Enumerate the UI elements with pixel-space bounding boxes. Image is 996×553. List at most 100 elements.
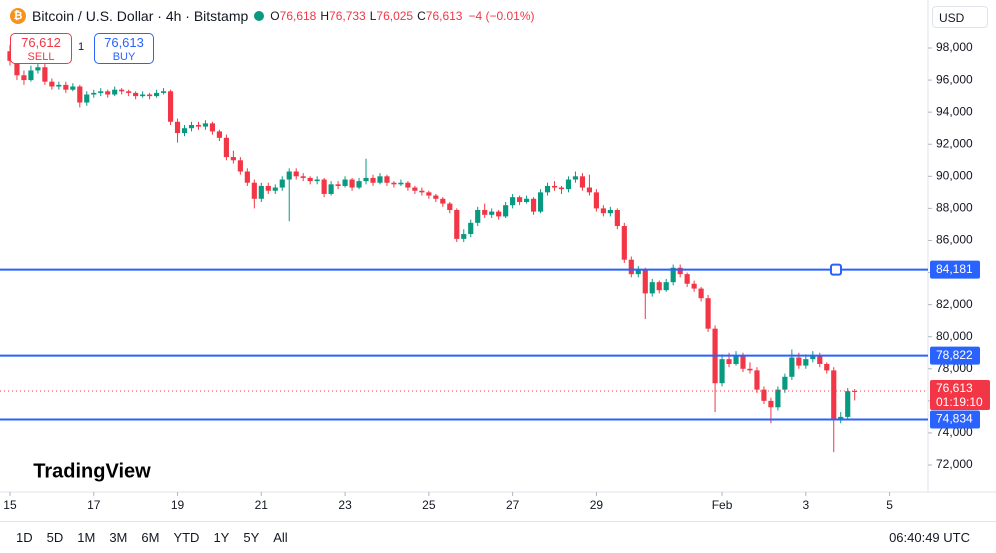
ohlc-value: 76,733 xyxy=(329,9,366,23)
candle-body xyxy=(614,209,620,227)
candle-body xyxy=(56,84,62,87)
timeframe[interactable]: All xyxy=(273,530,288,545)
candle-body xyxy=(824,363,830,371)
hline-label: 78,822 xyxy=(936,348,973,362)
candle-body xyxy=(705,298,711,329)
candle-body xyxy=(852,390,858,392)
candle-body xyxy=(188,124,195,129)
candle-body xyxy=(209,123,216,132)
candle-body xyxy=(391,182,397,185)
candle-body xyxy=(593,192,599,209)
timeframes: 1D 5D 1M 3M 6M YTD 1Y 5Y All xyxy=(0,530,288,545)
timeframe[interactable]: 1M xyxy=(77,530,96,545)
candle-body xyxy=(342,179,348,186)
candle-body xyxy=(160,91,167,93)
coin-icon: ₿ xyxy=(10,8,26,24)
candle-body xyxy=(754,370,760,390)
header: ₿ Bitcoin / U.S. Dollar · 4h · Bitstamp … xyxy=(10,8,535,24)
y-tick-label: 94,000 xyxy=(936,104,973,118)
x-tick-label: 27 xyxy=(506,498,520,512)
candle-body xyxy=(181,128,188,134)
candle-body xyxy=(768,400,774,408)
candle-body xyxy=(551,185,558,188)
candle-body xyxy=(831,370,837,421)
candle-body xyxy=(530,198,537,212)
candle-body xyxy=(740,355,746,369)
sell-button[interactable]: 76,612 SELL xyxy=(10,33,72,64)
candle-body xyxy=(628,259,634,275)
buy-label: BUY xyxy=(112,51,136,63)
candle-body xyxy=(119,89,125,92)
x-tick-label: 5 xyxy=(886,498,893,512)
ohlc-value: 76,618 xyxy=(279,9,317,23)
candle-body xyxy=(635,269,641,275)
candle-body xyxy=(286,171,292,180)
y-tick-label: 98,000 xyxy=(936,40,973,54)
ohlc-key: H xyxy=(320,9,330,23)
candle-body xyxy=(482,209,488,215)
candle-body xyxy=(579,176,586,188)
candle-body xyxy=(384,176,390,183)
candle-body xyxy=(691,283,697,289)
candle-body xyxy=(698,288,704,299)
y-tick-label: 72,000 xyxy=(936,457,973,471)
candle-body xyxy=(35,67,41,71)
y-tick-label: 80,000 xyxy=(936,329,973,343)
candle-body xyxy=(537,192,544,212)
sell-price: 76,612 xyxy=(21,35,61,50)
ohlc-key: O xyxy=(270,9,280,23)
candle-body xyxy=(147,94,153,97)
candle-body xyxy=(586,187,592,193)
ohlc-value: 76,025 xyxy=(376,9,414,23)
timeframe[interactable]: 1Y xyxy=(213,530,230,545)
candle-body xyxy=(265,185,271,191)
y-tick-label: 92,000 xyxy=(936,136,973,150)
candle-body xyxy=(845,391,851,417)
candle-body xyxy=(154,92,160,97)
candle-body xyxy=(503,205,509,217)
timeframe[interactable]: 5Y xyxy=(243,530,260,545)
candle-body xyxy=(517,197,523,202)
candle-body xyxy=(677,267,683,275)
currency[interactable]: USD xyxy=(932,6,988,28)
candle-body xyxy=(719,359,725,384)
timeframe[interactable]: 3M xyxy=(109,530,128,545)
candle-body xyxy=(112,89,118,95)
candle-body xyxy=(49,81,55,87)
candle-body xyxy=(28,70,34,81)
hline-label: 84,181 xyxy=(936,262,973,276)
candle-body xyxy=(447,203,453,210)
candle-body xyxy=(461,234,467,239)
candle-body xyxy=(510,197,516,206)
candle-body xyxy=(468,222,474,235)
timeframe[interactable]: 6M xyxy=(141,530,160,545)
symbol[interactable]: Bitcoin / U.S. Dollar · 4h · Bitstamp xyxy=(32,8,249,24)
candle-body xyxy=(335,184,341,186)
timeframe[interactable]: 1D xyxy=(16,530,33,545)
candle-body xyxy=(63,84,69,90)
candle-body xyxy=(244,171,250,183)
x-tick-label: 3 xyxy=(802,498,809,512)
timeframe[interactable]: YTD xyxy=(173,530,200,545)
last-price-box xyxy=(930,380,990,411)
chart: 72,00074,00076,00078,00080,00082,00084,0… xyxy=(0,0,996,512)
candle-body xyxy=(426,192,432,196)
y-tick-label: 74,000 xyxy=(936,425,973,439)
candle-body xyxy=(558,187,565,190)
candle-body xyxy=(733,355,739,364)
candle-body xyxy=(656,282,662,291)
candle-body xyxy=(328,184,334,194)
candle-body xyxy=(202,123,209,127)
spread: 1 xyxy=(78,41,85,53)
candle-body xyxy=(663,282,669,291)
candle-body xyxy=(307,177,313,182)
buy-button[interactable]: 76,613 BUY xyxy=(94,33,154,64)
candle-body xyxy=(279,179,285,188)
candle-body xyxy=(363,177,369,182)
hline-label-box xyxy=(930,346,980,365)
candle-body xyxy=(14,60,20,76)
x-tick-label: 25 xyxy=(422,498,436,512)
timeframe[interactable]: 5D xyxy=(46,530,64,545)
candle-body xyxy=(747,368,753,371)
candle-body xyxy=(607,209,613,214)
